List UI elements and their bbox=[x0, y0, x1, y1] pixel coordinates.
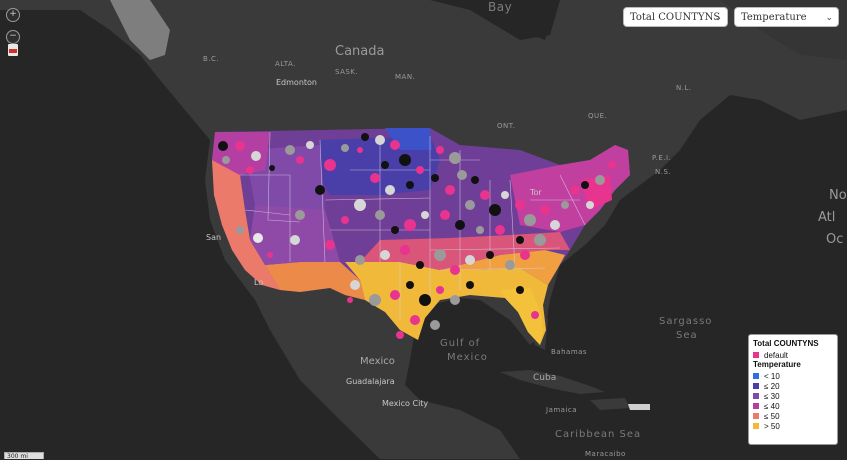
legend-swatch bbox=[753, 373, 759, 379]
label-bay: Bay bbox=[488, 0, 513, 14]
legend-label: > 50 bbox=[764, 421, 780, 431]
scale-bar: 300 mi bbox=[4, 452, 44, 460]
legend-label: ≤ 20 bbox=[764, 381, 780, 391]
label-bahamas: Bahamas bbox=[551, 348, 588, 356]
legend-swatch bbox=[753, 403, 759, 409]
map-legend: Total COUNTYNS default Temperature < 10 … bbox=[748, 334, 838, 445]
zoom-in-button[interactable]: + bbox=[6, 8, 20, 22]
label-sargasso-2: Sea bbox=[676, 330, 698, 341]
legend-item-le40: ≤ 40 bbox=[753, 401, 833, 411]
label-sargasso-1: Sargasso bbox=[659, 316, 713, 327]
label-atlantic-3: Oc bbox=[826, 232, 844, 247]
label-nl: N.L. bbox=[676, 84, 692, 92]
label-gulf-1: Gulf of bbox=[440, 338, 481, 349]
label-mexico: Mexico bbox=[360, 356, 395, 367]
label-gulf-2: Mexico bbox=[447, 352, 488, 363]
label-man: MAN. bbox=[395, 73, 416, 81]
label-cuba: Cuba bbox=[533, 373, 557, 383]
label-toronto: Tor bbox=[530, 188, 542, 197]
legend-swatch bbox=[753, 413, 759, 419]
zoom-controls: + − bbox=[6, 8, 20, 52]
legend-swatch bbox=[753, 383, 759, 389]
label-que: QUE. bbox=[588, 112, 608, 120]
legend-item-le50: ≤ 50 bbox=[753, 411, 833, 421]
legend-label: < 10 bbox=[764, 371, 780, 381]
legend-swatch bbox=[753, 352, 759, 358]
label-edmonton: Edmonton bbox=[276, 78, 317, 87]
label-mexico-city: Mexico City bbox=[382, 399, 429, 408]
legend-color-title: Temperature bbox=[753, 360, 801, 369]
zoom-out-button[interactable]: − bbox=[6, 30, 20, 44]
legend-label: default bbox=[764, 350, 789, 360]
legend-label: ≤ 40 bbox=[764, 401, 780, 411]
label-jamaica: Jamaica bbox=[546, 406, 578, 414]
legend-label: ≤ 50 bbox=[764, 411, 780, 421]
legend-swatch bbox=[753, 423, 759, 429]
label-sask: SASK. bbox=[335, 68, 359, 76]
label-caribbean: Caribbean Sea bbox=[555, 429, 642, 440]
label-ns: N.S. bbox=[655, 168, 672, 176]
label-ont: ONT. bbox=[497, 122, 516, 130]
label-maracaibo: Maracaibo bbox=[585, 450, 626, 458]
legend-item-gt50: > 50 bbox=[753, 421, 833, 431]
legend-size-title: Total COUNTYNS bbox=[753, 339, 819, 348]
label-los-angeles: Lo bbox=[254, 278, 264, 287]
legend-item-le20: ≤ 20 bbox=[753, 381, 833, 391]
overlay-select[interactable]: Temperature ⌄ bbox=[734, 7, 839, 27]
label-san-francisco: San bbox=[206, 233, 222, 242]
label-alta: ALTA. bbox=[275, 60, 296, 68]
land-cuba bbox=[500, 370, 605, 394]
label-guadalajara: Guadalajara bbox=[346, 377, 395, 386]
legend-swatch bbox=[753, 393, 759, 399]
metric-select[interactable]: Total COUNTYNS ⌄ bbox=[623, 7, 728, 27]
metric-select-value: Total COUNTYNS bbox=[630, 12, 721, 23]
label-pei: P.E.I. bbox=[652, 154, 672, 162]
water-hudson-bay bbox=[430, 0, 560, 40]
label-atlantic-1: No bbox=[829, 188, 847, 203]
legend-item-default: default bbox=[753, 350, 833, 360]
label-bc: B.C. bbox=[203, 55, 220, 63]
legend-item-lt10: < 10 bbox=[753, 371, 833, 381]
chevron-down-icon: ⌄ bbox=[714, 13, 722, 23]
label-canada: Canada bbox=[335, 44, 385, 59]
legend-label: ≤ 30 bbox=[764, 391, 780, 401]
legend-item-le30: ≤ 30 bbox=[753, 391, 833, 401]
chevron-down-icon: ⌄ bbox=[825, 13, 833, 23]
label-atlantic-2: Atl bbox=[818, 210, 836, 225]
pdf-export-icon[interactable] bbox=[8, 44, 18, 56]
county-circles bbox=[218, 133, 616, 339]
overlay-select-value: Temperature bbox=[741, 12, 807, 23]
